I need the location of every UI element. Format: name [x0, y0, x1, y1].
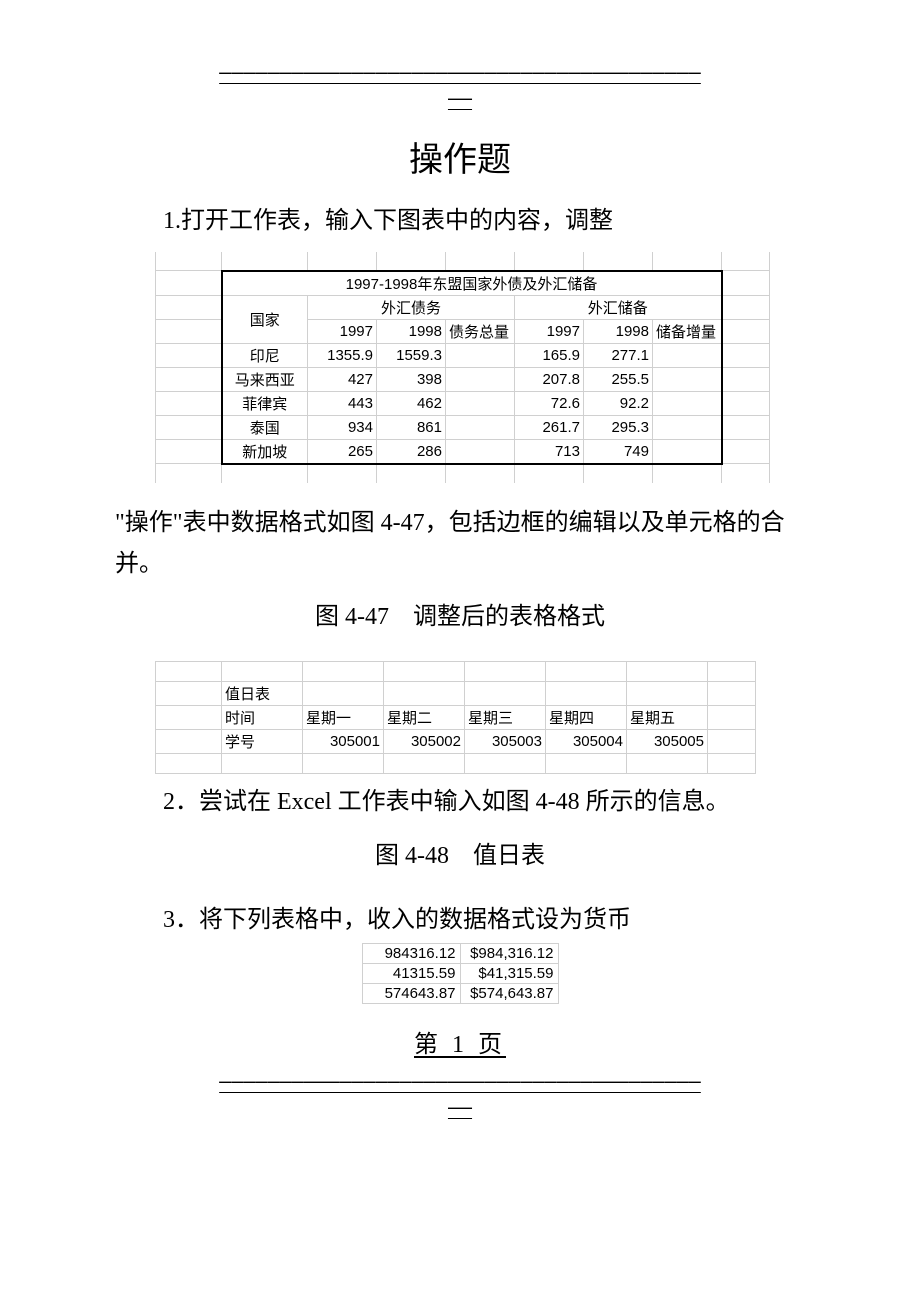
- col-d1997: 1997: [308, 319, 377, 343]
- table-row: 41315.59 $41,315.59: [362, 963, 558, 983]
- table-row: 菲律宾 443 462 72.6 92.2: [156, 391, 770, 415]
- table-duty-roster: 值日表 时间 星期一 星期二 星期三 星期四 星期五 学号 305001 305…: [155, 661, 805, 774]
- col-country: 国家: [222, 295, 308, 343]
- table-row: 574643.87 $574,643.87: [362, 983, 558, 1003]
- question-1-line1: 1.打开工作表，输入下图表中的内容，调整: [115, 201, 805, 242]
- table-asean-debt-reserve: 1997-1998年东盟国家外债及外汇储备 国家 外汇债务 外汇储备 1997 …: [155, 252, 805, 483]
- question-1-line2: "操作"表中数据格式如图 4-47，包括边框的编辑以及单元格的合并。: [115, 503, 805, 585]
- page-title: 操作题: [115, 132, 805, 181]
- col-r1997: 1997: [515, 319, 584, 343]
- table-3: 984316.12 $984,316.12 41315.59 $41,315.5…: [362, 943, 559, 1004]
- table1-title: 1997-1998年东盟国家外债及外汇储备: [222, 271, 722, 296]
- col-r1998: 1998: [584, 319, 653, 343]
- table-row: 时间 星期一 星期二 星期三 星期四 星期五: [156, 706, 756, 730]
- row-id-label: 学号: [222, 730, 303, 754]
- row-time-label: 时间: [222, 706, 303, 730]
- table-row: 984316.12 $984,316.12: [362, 943, 558, 963]
- table-row: 学号 305001 305002 305003 305004 305005: [156, 730, 756, 754]
- table-row: 值日表: [156, 682, 756, 706]
- table-1: 1997-1998年东盟国家外债及外汇储备 国家 外汇债务 外汇储备 1997 …: [155, 252, 770, 483]
- question-3: 3．将下列表格中，收入的数据格式设为货币: [115, 900, 805, 941]
- table-2: 值日表 时间 星期一 星期二 星期三 星期四 星期五 学号 305001 305…: [155, 661, 756, 774]
- col-d1998: 1998: [377, 319, 446, 343]
- header-rule-long: ————————————————————————————————————————: [115, 60, 805, 84]
- table-row: 新加坡 265 286 713 749: [156, 439, 770, 464]
- header-rule-short: ——: [115, 84, 805, 112]
- footer-rule-short: ——: [115, 1093, 805, 1121]
- table-currency-format: 984316.12 $984,316.12 41315.59 $41,315.5…: [115, 943, 805, 1004]
- col-rinc: 储备增量: [653, 319, 722, 343]
- document-page: ————————————————————————————————————————…: [0, 0, 920, 1171]
- duty-title: 值日表: [222, 682, 303, 706]
- caption-4-48: 图 4-48 值日表: [115, 835, 805, 870]
- footer-rule-long: ————————————————————————————————————————: [115, 1069, 805, 1093]
- group-debt: 外汇债务: [308, 295, 515, 319]
- table-row: 泰国 934 861 261.7 295.3: [156, 415, 770, 439]
- question-2: 2．尝试在 Excel 工作表中输入如图 4-48 所示的信息。: [115, 782, 805, 823]
- table-row: 印尼 1355.9 1559.3 165.9 277.1: [156, 343, 770, 367]
- group-reserve: 外汇储备: [515, 295, 722, 319]
- caption-4-47: 图 4-47 调整后的表格格式: [115, 596, 805, 631]
- page-number: 第 1 页: [115, 1024, 805, 1059]
- col-dtotal: 债务总量: [446, 319, 515, 343]
- table-row: 马来西亚 427 398 207.8 255.5: [156, 367, 770, 391]
